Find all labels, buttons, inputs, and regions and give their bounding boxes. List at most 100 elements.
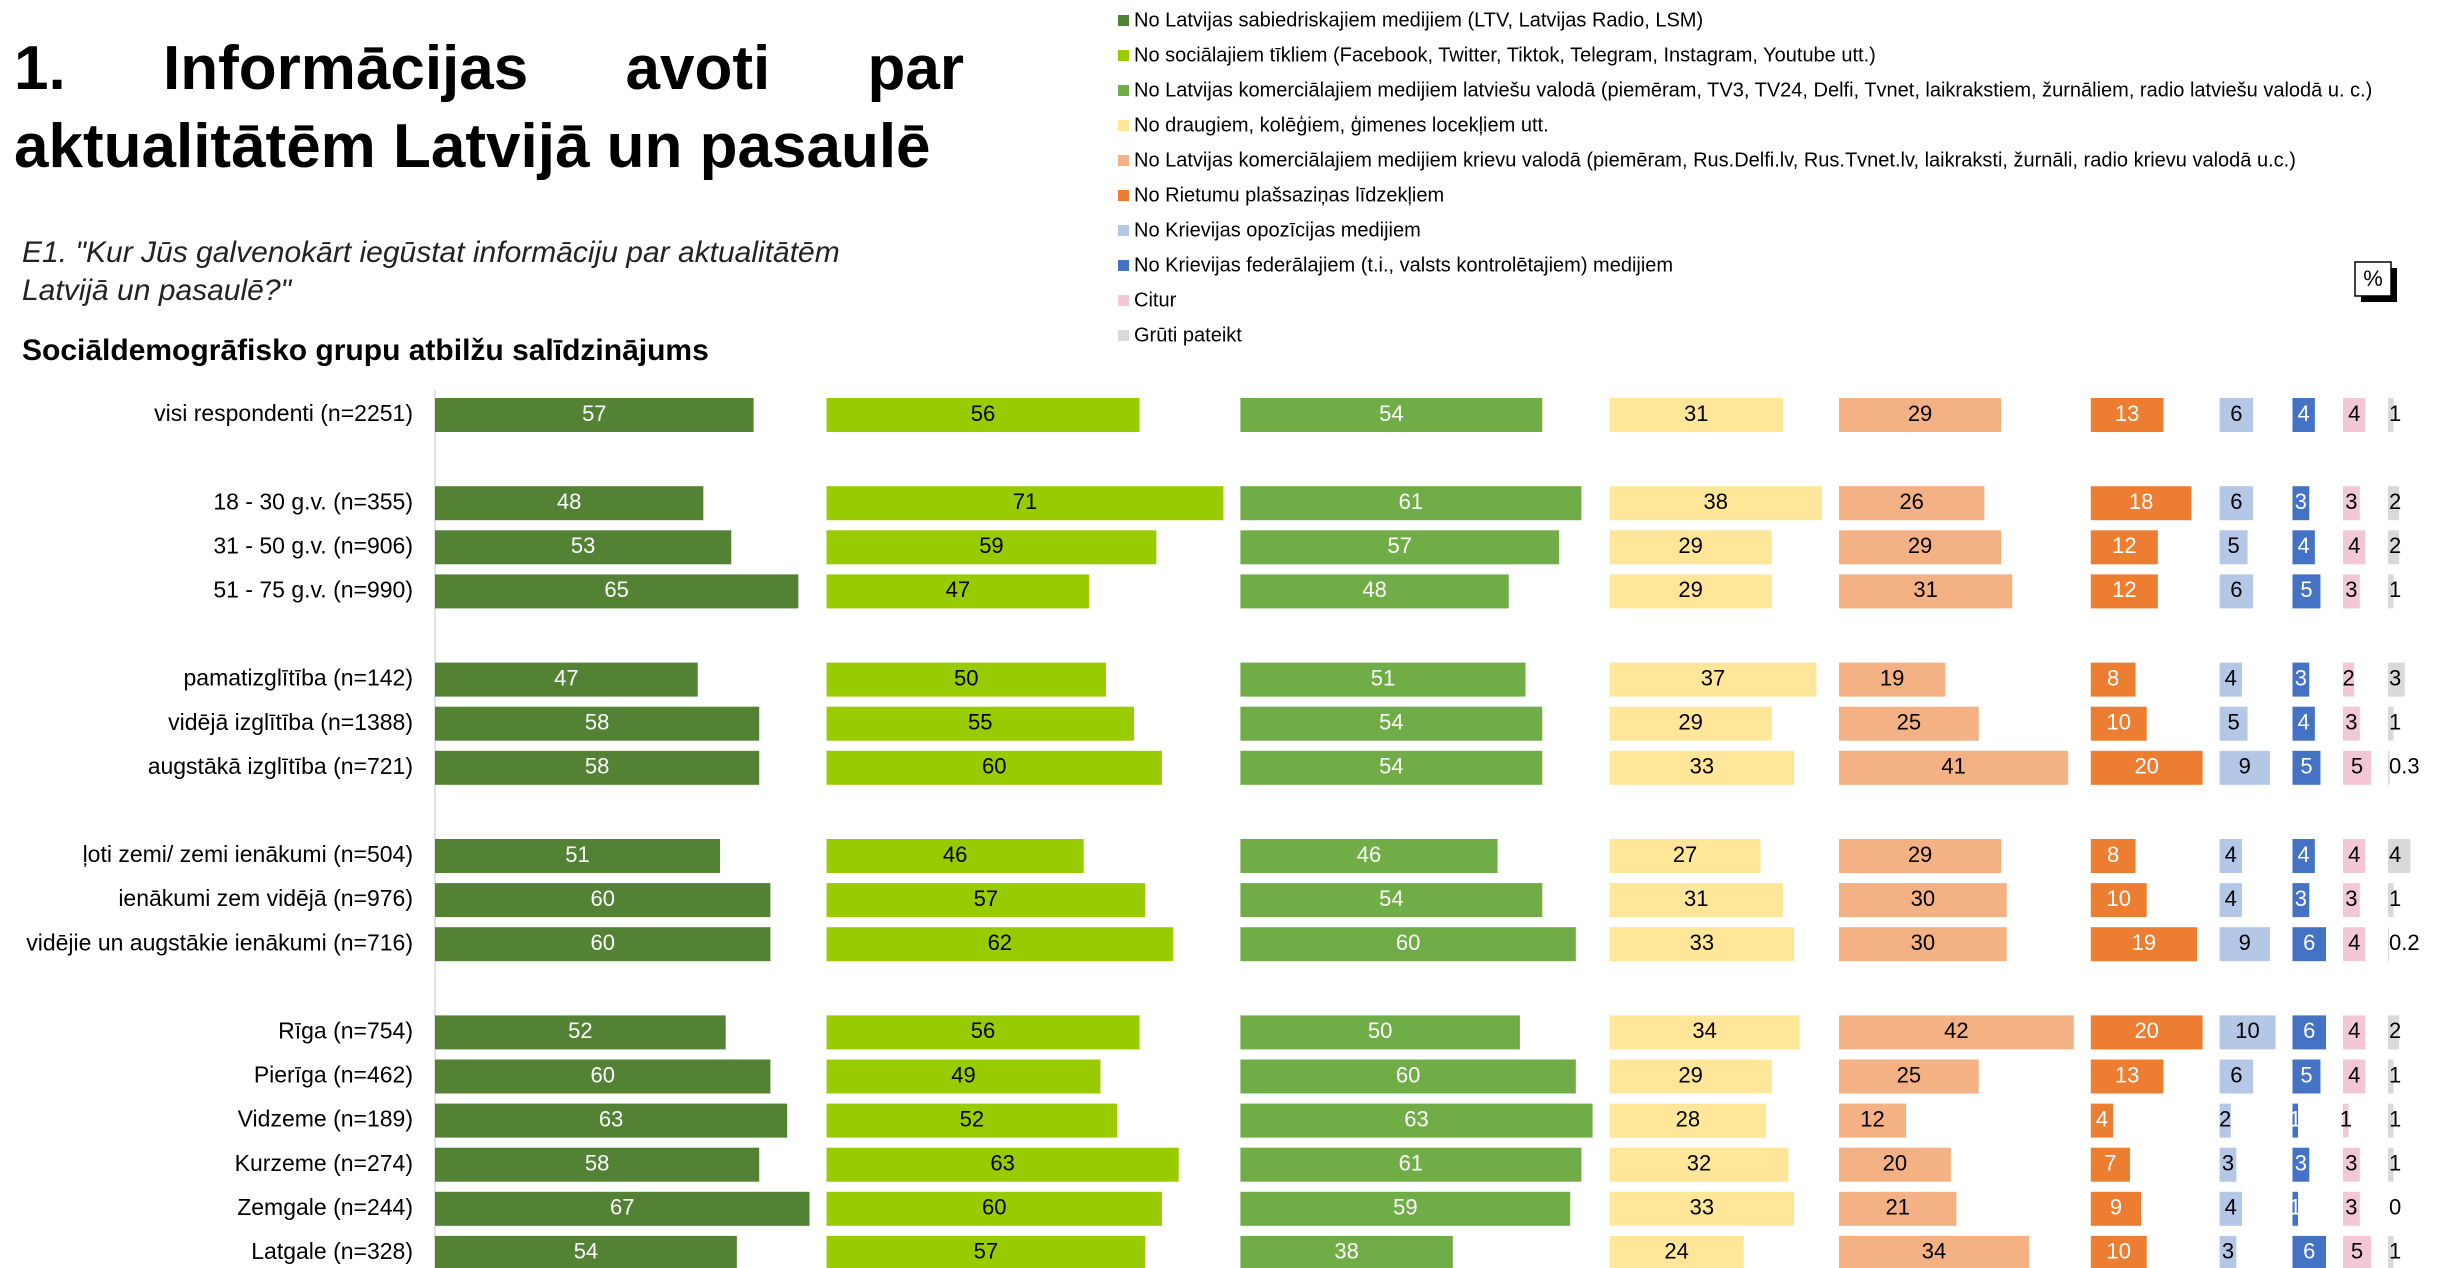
value-label: 59	[1393, 1195, 1417, 1220]
value-label: 4	[2225, 886, 2237, 911]
value-label: 63	[990, 1151, 1014, 1176]
value-label: 3	[2345, 489, 2357, 514]
bar	[435, 839, 721, 873]
value-label: 4	[2298, 401, 2310, 426]
bar	[2219, 839, 2242, 873]
bar	[2292, 1059, 2321, 1094]
question: E1. "Kur Jūs galvenokārt iegūstat inform…	[22, 236, 840, 307]
bar	[1609, 574, 1772, 609]
bar	[1839, 883, 2007, 918]
value-label: 3	[2222, 1239, 2234, 1264]
bar	[435, 927, 771, 962]
bar	[2387, 839, 2411, 873]
bar	[2219, 750, 2270, 785]
bar	[2387, 883, 2394, 918]
bar	[2219, 398, 2254, 432]
value-label: 13	[2115, 401, 2139, 426]
value-label: 57	[974, 886, 998, 911]
y-tick-label: vidējā izglītība (n=1388)	[168, 709, 413, 735]
bar	[2343, 1147, 2360, 1182]
value-label: 6	[2303, 1018, 2315, 1043]
value-label: 61	[1399, 1151, 1423, 1176]
bar	[2219, 927, 2270, 962]
bar	[2090, 662, 2136, 697]
bar	[2292, 706, 2315, 741]
bar	[2343, 530, 2366, 565]
value-label: 0	[2389, 1195, 2401, 1220]
bar	[1240, 398, 1543, 432]
value-label: 61	[1399, 489, 1423, 514]
value-label: 30	[1911, 886, 1935, 911]
bar	[2219, 662, 2242, 697]
value-label: 47	[554, 665, 578, 690]
value-label: 4	[2298, 710, 2310, 735]
bar	[2219, 706, 2248, 741]
value-label: 29	[1678, 1062, 1702, 1087]
value-label: 6	[2303, 1239, 2315, 1264]
legend-swatch	[1118, 15, 1129, 26]
bar	[2343, 486, 2360, 521]
value-label: 37	[1701, 665, 1725, 690]
y-tick-label: Pierīga (n=462)	[254, 1062, 413, 1088]
bar	[826, 883, 1146, 918]
bar	[2387, 1059, 2394, 1094]
value-label: 54	[1379, 401, 1403, 426]
value-label: 6	[2230, 577, 2242, 602]
y-tick-label: pamatizglītība (n=142)	[184, 665, 414, 691]
bar	[1240, 1015, 1520, 1050]
value-label: 27	[1673, 842, 1697, 867]
bar	[2292, 530, 2315, 565]
legend-swatch	[1118, 295, 1129, 306]
bar	[1240, 883, 1543, 918]
bar	[2219, 1147, 2237, 1182]
bar	[2090, 1059, 2164, 1094]
value-label: 50	[954, 665, 978, 690]
bar	[1240, 530, 1560, 565]
value-label: 4	[2225, 665, 2237, 690]
value-label: 3	[2295, 489, 2307, 514]
value-label: 52	[960, 1106, 984, 1131]
value-label: 10	[2106, 1239, 2130, 1264]
bar	[826, 750, 1162, 785]
bar	[826, 1147, 1179, 1182]
value-label: 19	[1880, 665, 1904, 690]
value-label: 29	[1908, 533, 1932, 558]
bar	[2387, 1103, 2394, 1138]
value-label: 60	[590, 886, 614, 911]
value-label: 10	[2106, 886, 2130, 911]
value-label: 46	[1357, 842, 1381, 867]
bar	[2090, 839, 2136, 873]
value-label: 54	[1379, 710, 1403, 735]
value-label: 33	[1690, 930, 1714, 955]
unit-box	[2354, 261, 2392, 297]
bar	[435, 530, 732, 565]
bar	[2090, 927, 2197, 962]
value-label: 1	[2340, 1106, 2352, 1131]
value-label: 1	[2389, 401, 2401, 426]
bar	[2219, 1059, 2254, 1094]
bar	[2343, 1103, 2349, 1138]
value-label: 29	[1678, 710, 1702, 735]
value-label: 54	[1379, 754, 1403, 779]
bar	[2292, 1191, 2299, 1226]
value-label: 59	[979, 533, 1003, 558]
value-label: 47	[946, 577, 970, 602]
value-label: 2	[2219, 1106, 2231, 1131]
bar	[2387, 1015, 2400, 1050]
bar	[1609, 839, 1761, 873]
value-label: 60	[590, 930, 614, 955]
value-label: 5	[2300, 754, 2312, 779]
bar	[2343, 398, 2366, 432]
value-label: 4	[2348, 930, 2360, 955]
bar	[1609, 1103, 1767, 1138]
value-label: 8	[2107, 842, 2119, 867]
bar	[1240, 662, 1526, 697]
bar	[1609, 750, 1795, 785]
bar	[2090, 1191, 2142, 1226]
bar	[1839, 927, 2007, 962]
y-tick-label: Kurzeme (n=274)	[235, 1150, 413, 1176]
bar	[2343, 927, 2366, 962]
value-label: 58	[585, 710, 609, 735]
value-label: 5	[2351, 1239, 2363, 1264]
value-label: 26	[1899, 489, 1923, 514]
